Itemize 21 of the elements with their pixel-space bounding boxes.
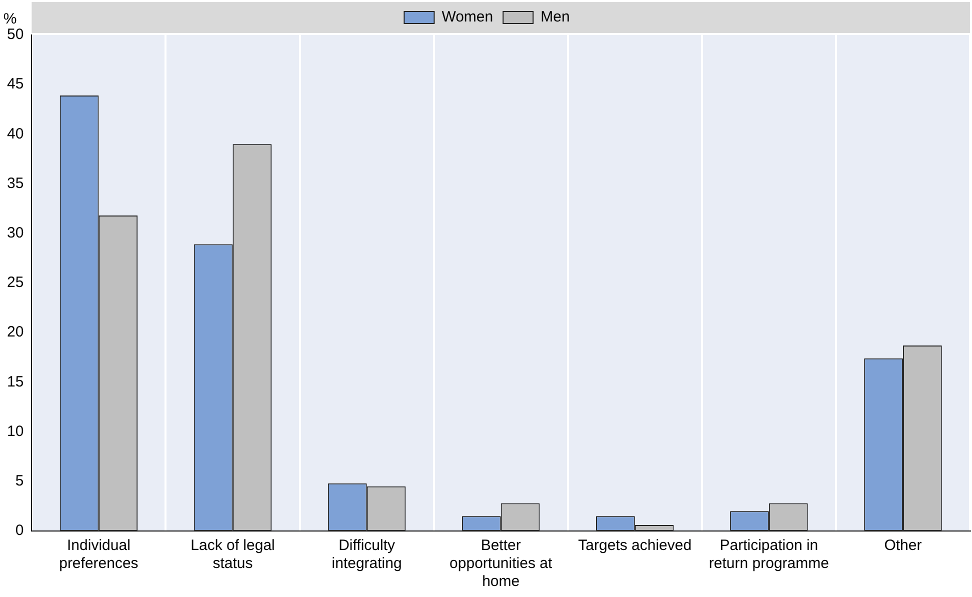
y-tick-label: 50 xyxy=(6,26,24,44)
y-tick-label: 35 xyxy=(6,174,24,192)
legend-label: Men xyxy=(540,8,570,26)
x-tick-label: Better opportunities at home xyxy=(450,537,553,590)
y-axis-title: % xyxy=(3,10,17,28)
y-tick-label: 20 xyxy=(6,324,24,341)
x-tick-label: Lack of legal status xyxy=(190,537,275,572)
y-tick-label: 30 xyxy=(6,224,24,242)
x-tick-label: Difficulty integrating xyxy=(332,537,402,572)
x-tick-label: Other xyxy=(884,537,922,554)
x-tick-label: Individual preferences xyxy=(59,537,138,572)
x-tick-label: Targets achieved xyxy=(578,537,692,554)
x-tick-label: Participation in return programme xyxy=(708,537,829,572)
y-tick-label: 45 xyxy=(6,76,24,93)
y-tick-label: 25 xyxy=(6,274,24,292)
y-tick-label: 10 xyxy=(6,422,24,440)
y-tick-label: 15 xyxy=(6,373,24,390)
y-tick-label: 0 xyxy=(15,522,24,540)
y-tick-label: 5 xyxy=(15,472,24,490)
legend-label: Women xyxy=(442,8,494,26)
y-tick-label: 40 xyxy=(6,125,24,142)
